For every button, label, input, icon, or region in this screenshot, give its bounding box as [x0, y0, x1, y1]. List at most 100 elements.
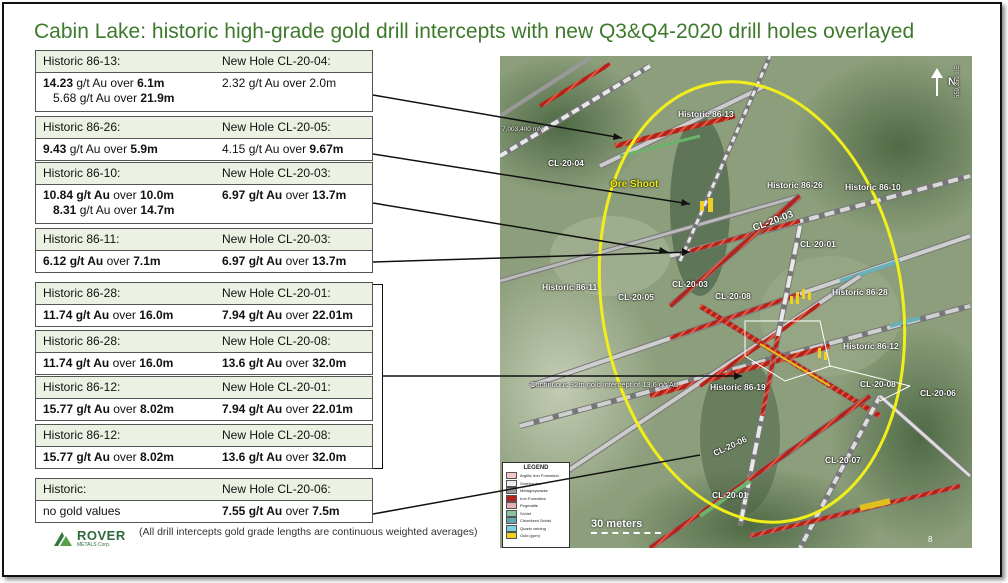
grade-unit: over [282, 254, 313, 268]
grade-value: 5.68 [53, 91, 77, 105]
interval-length: 32.0m [312, 450, 347, 464]
legend-label: Schist [520, 510, 531, 516]
grade-value: 10.84 g/t Au [43, 188, 110, 202]
legend-item: Metagreywacke [506, 487, 566, 494]
grade-unit: over [109, 450, 140, 464]
label-cl-20-08-upper: CL-20-08 [715, 291, 751, 301]
legend-item: Schist [506, 509, 566, 517]
easting-label: 559,350 mE [955, 65, 961, 98]
historic-hole-label: Historic 86-10: [43, 166, 121, 180]
grade-value: 7.94 g/t Au [222, 402, 283, 416]
legend-label: Pegmatite [520, 503, 539, 508]
label-ore-shoot: Ore Shoot [610, 179, 659, 190]
label-historic-86-10: Historic 86-10 [845, 182, 901, 192]
new-hole-label: New Hole CL-20-08: [222, 428, 331, 442]
intercept-box-body: 11.74 g/t Au over 16.0m 7.94 g/t Au over … [36, 305, 372, 326]
intercept-value: 2.32 g/t Au over 2.0m [222, 76, 336, 90]
label-historic-86-11: Historic 86-11 [542, 282, 598, 292]
grade-unit: over [109, 402, 140, 416]
grade-value: 15.77 g/t Au [43, 450, 110, 464]
new-hole-label: New Hole CL-20-03: [222, 166, 331, 180]
label-cl-20-06-right: CL-20-06 [920, 388, 956, 398]
grade-unit: over [282, 504, 313, 518]
grade-value: 4.15 [222, 142, 246, 156]
intercept-value: 7.55 g/t Au over 7.5m [222, 504, 340, 518]
historic-hole-label: Historic: [43, 482, 87, 496]
historic-hole-label: Historic 86-13: [43, 54, 121, 68]
interval-length: 16.0m [139, 308, 174, 322]
label-cl-20-05: CL-20-05 [618, 292, 654, 302]
interval-length: 9.67m [309, 142, 344, 156]
intercept-value: 14.23 g/t Au over 6.1m [43, 76, 164, 90]
intercept-value: 11.74 g/t Au over 16.0m [43, 356, 173, 370]
intercept-value: 6.97 g/t Au over 13.7m [222, 254, 346, 268]
new-hole-label: New Hole CL-20-01: [222, 286, 331, 300]
label-historic-86-28: Historic 86-28 [832, 287, 888, 297]
grade-unit: over [282, 402, 313, 416]
new-hole-label: New Hole CL-20-04: [222, 54, 331, 68]
intercept-box-body: 15.77 g/t Au over 8.02m 7.94 g/t Au over … [36, 399, 372, 420]
historic-hole-label: Historic 86-26: [43, 120, 121, 134]
grade-value: 8.31 [53, 203, 77, 217]
intercept-value: 15.77 g/t Au over 8.02m [43, 402, 174, 416]
grade-text: 2.32 g/t Au over 2.0m [222, 76, 337, 90]
legend-label: Chloritized Schist [520, 518, 551, 523]
label-cl-20-08-lower: CL-20-08 [860, 379, 896, 389]
label-cl-20-07: CL-20-07 [825, 455, 861, 465]
interval-length: 32.0m [312, 356, 347, 370]
grade-unit: over [103, 254, 134, 268]
label-historic-86-13: Historic 86-13 [678, 109, 734, 119]
legend-label: Quartz veining [520, 525, 546, 531]
interval-length: 13.7m [312, 254, 347, 268]
new-hole-label: New Hole CL-20-05: [222, 120, 331, 134]
intercept-value: 4.15 g/t Au over 9.67m [222, 142, 343, 156]
grade-text: no gold values [43, 504, 121, 518]
intercept-box: Historic 86-13: New Hole CL-20-04: 14.23 g… [35, 50, 373, 112]
legend-swatch [506, 494, 517, 502]
label-historic-86-19: Historic 86-19 [710, 382, 766, 392]
interval-length: 6.1m [137, 76, 165, 90]
intercept-box-header: Historic 86-12: New Hole CL-20-08: [36, 425, 372, 447]
interval-length: 5.9m [130, 142, 158, 156]
grade-unit: g/t Au over [76, 91, 141, 105]
intercept-box-header: Historic 86-26: New Hole CL-20-05: [36, 117, 372, 139]
grade-unit: g/t Au over [73, 76, 138, 90]
grade-value: 6.12 g/t Au [43, 254, 104, 268]
intercept-value: no gold values [43, 504, 120, 518]
intercept-box-body: 15.77 g/t Au over 8.02m 13.6 g/t Au over … [36, 447, 372, 468]
interval-length: 22.01m [312, 402, 353, 416]
legend-swatch [506, 517, 517, 524]
legend-label: Metagreywacke [520, 488, 549, 493]
legend-item: Chloritized Schist [506, 517, 566, 524]
intercept-box: Historic: New Hole CL-20-06: no gold value… [35, 478, 373, 523]
legend-swatch [506, 487, 517, 494]
new-hole-label: New Hole CL-20-06: [222, 482, 331, 496]
grade-value: 6.97 g/t Au [222, 188, 283, 202]
historic-hole-label: Historic 86-11: [43, 232, 120, 246]
grade-unit: g/t Au over [76, 203, 141, 217]
grade-value: 15.77 g/t Au [43, 402, 110, 416]
footnote: (All drill intercepts gold grade lengths… [139, 526, 478, 538]
historic-hole-label: Historic 86-28: [43, 286, 121, 300]
legend-item: Overburden [506, 479, 566, 487]
grade-unit: over [282, 188, 313, 202]
legend-swatch [506, 509, 517, 517]
grade-value: 13.6 g/t Au [222, 450, 283, 464]
legend-label: Overburden [520, 480, 542, 486]
scale-bar [591, 532, 661, 534]
legend-label: Gold (ppm) [520, 533, 541, 538]
scale-label: 30 meters [591, 518, 643, 530]
grade-value: 11.74 g/t Au [43, 356, 110, 370]
intercept-value: 6.97 g/t Au over 13.7m [222, 188, 346, 202]
legend-item: Argillic Iron Formation [506, 472, 566, 479]
intercept-box-body: 6.12 g/t Au over 7.1m 6.97 g/t Au over 13… [36, 251, 372, 272]
northing-label: 7,003,400 mN [502, 126, 543, 133]
grade-value: 11.74 g/t Au [43, 308, 110, 322]
label-cl-20-01-lower: CL-20-01 [712, 490, 748, 500]
intercept-box-header: Historic 86-28: New Hole CL-20-08: [36, 331, 372, 353]
intercept-box-body: 11.74 g/t Au over 16.0m 13.6 g/t Au over … [36, 353, 372, 374]
intercept-value: 10.84 g/t Au over 10.0m [43, 188, 174, 202]
interval-length: 21.9m [140, 91, 175, 105]
grade-unit: over [109, 308, 140, 322]
north-arrow-icon [931, 68, 943, 96]
